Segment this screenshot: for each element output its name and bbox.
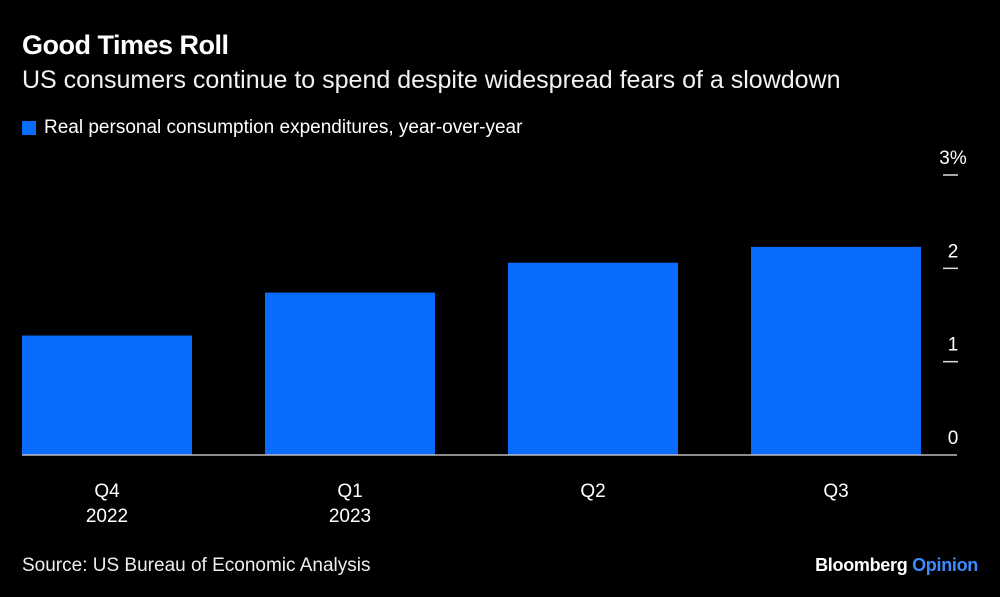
- x-tick-label: Q1: [337, 481, 362, 502]
- y-tick-label: 2: [948, 241, 959, 262]
- bar: [508, 262, 678, 455]
- y-tick-label: 0: [948, 428, 959, 449]
- chart-subtitle: US consumers continue to spend despite w…: [22, 66, 841, 94]
- brand-logo: Bloomberg Opinion: [815, 555, 978, 576]
- y-tick-label: 3%: [939, 148, 967, 169]
- y-tick-label: 1: [948, 335, 959, 356]
- brand-main: Bloomberg: [815, 555, 908, 575]
- chart-title: Good Times Roll: [22, 30, 229, 60]
- bar: [751, 246, 921, 455]
- bar: [22, 335, 192, 455]
- legend-label: Real personal consumption expenditures, …: [44, 117, 523, 138]
- bar: [265, 292, 435, 455]
- x-tick-label: Q4: [94, 481, 120, 502]
- legend: Real personal consumption expenditures, …: [22, 117, 522, 139]
- x-tick-label-year: 2023: [329, 506, 371, 527]
- source-note: Source: US Bureau of Economic Analysis: [22, 555, 371, 576]
- brand-accent: Opinion: [912, 555, 978, 575]
- legend-swatch: [22, 121, 36, 135]
- x-tick-label: Q2: [580, 481, 605, 502]
- x-tick-label-year: 2022: [86, 506, 128, 527]
- x-tick-label: Q3: [823, 481, 848, 502]
